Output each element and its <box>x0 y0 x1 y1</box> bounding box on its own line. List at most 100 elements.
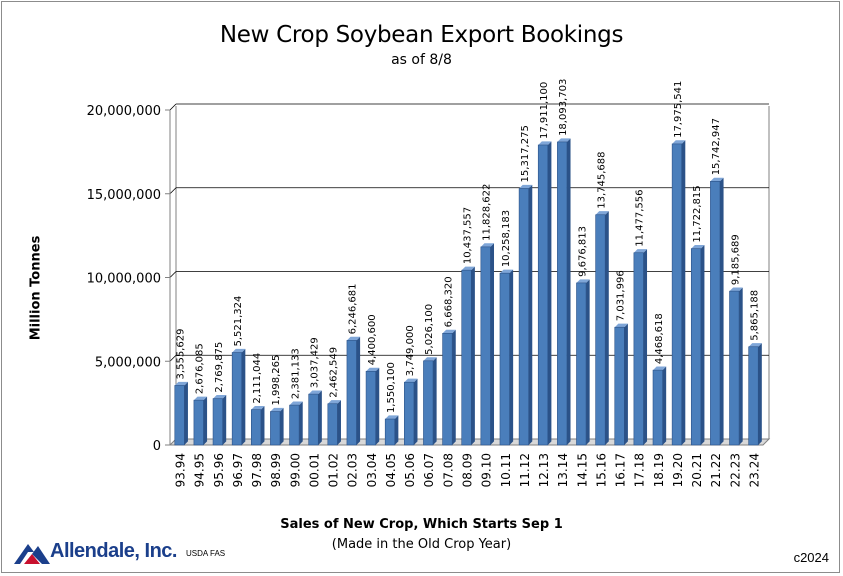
x-tick-label: 06.07 <box>422 453 436 487</box>
chart-subtitle: as of 8/8 <box>391 52 452 68</box>
copyright: c2024 <box>793 550 829 565</box>
x-tick-label: 07.08 <box>441 453 455 487</box>
x-tick-label: 08.09 <box>461 453 475 487</box>
bar <box>748 346 759 446</box>
x-tick-label: 96.97 <box>231 453 245 487</box>
bar-top <box>480 243 495 247</box>
bar <box>423 360 434 446</box>
bar-top <box>691 245 705 249</box>
data-label: 3,037,429 <box>309 337 320 388</box>
bar <box>270 411 281 446</box>
source-note: USDA FAS <box>186 549 226 558</box>
x-tick-label: 16.17 <box>614 453 628 487</box>
bar <box>671 143 683 446</box>
data-label: 7,031,996 <box>616 270 627 321</box>
bar-side <box>662 366 667 445</box>
data-label: 4,400,600 <box>367 314 378 365</box>
x-tick-label: 20.21 <box>690 453 704 487</box>
bar-side <box>203 396 208 445</box>
y-tick-label: 20,000,000 <box>87 104 161 119</box>
gridline-depth <box>169 354 177 362</box>
x-tick-label: 22.23 <box>728 453 742 487</box>
bar-side <box>566 138 571 445</box>
bar <box>327 403 338 446</box>
data-label: 15,317,275 <box>520 125 531 182</box>
bar-top <box>442 329 456 334</box>
bar-top <box>423 357 437 361</box>
data-label: 1,550,100 <box>386 362 397 413</box>
bar-side <box>279 407 284 445</box>
bar-top <box>729 287 743 292</box>
allendale-logo: Allendale, Inc. <box>12 538 182 570</box>
data-label: 10,437,557 <box>463 207 474 264</box>
bar-side <box>547 141 552 445</box>
bar-side <box>490 243 495 445</box>
bar <box>461 269 472 446</box>
x-tick-label: 95.96 <box>212 453 226 487</box>
x-tick-label: 19.20 <box>671 453 685 487</box>
data-label: 3,555,629 <box>176 329 187 380</box>
bar-top <box>499 269 514 274</box>
bar <box>557 141 568 446</box>
gridline-depth <box>169 271 177 278</box>
data-label: 9,676,813 <box>577 226 588 277</box>
bar <box>384 418 396 446</box>
x-tick-label: 17.18 <box>633 453 647 487</box>
logo-text: Allendale, Inc. <box>50 540 177 562</box>
data-label: 2,111,044 <box>252 353 263 404</box>
x-tick-label: 97.98 <box>250 453 264 487</box>
bar <box>690 248 702 446</box>
x-tick-label: 09.10 <box>480 453 494 487</box>
bar-side <box>586 279 590 445</box>
bar-top <box>633 249 648 253</box>
data-label: 3,749,000 <box>405 325 416 376</box>
bar <box>480 246 491 446</box>
bar-side <box>356 336 361 445</box>
bar-top <box>251 406 265 410</box>
data-label: 17,975,541 <box>673 81 684 138</box>
bar-top <box>595 211 609 215</box>
bar-top <box>614 323 628 328</box>
bar-side <box>471 266 475 445</box>
bar-top <box>366 367 380 372</box>
bar <box>652 369 663 446</box>
bar-side <box>681 140 686 445</box>
bar-top <box>404 378 418 383</box>
bar-side <box>433 357 437 445</box>
x-tick-label: 00.01 <box>307 453 321 487</box>
gridline-depth <box>169 187 177 195</box>
bar <box>308 393 319 446</box>
bar <box>729 290 740 446</box>
x-axis-sublabel: (Made in the Old Crop Year) <box>331 537 512 552</box>
bar-side <box>375 367 380 445</box>
bar-top <box>270 407 284 412</box>
data-label: 2,462,549 <box>329 347 340 398</box>
data-label: 13,745,688 <box>596 151 607 208</box>
bar <box>518 188 529 446</box>
bar <box>404 381 415 446</box>
bar-side <box>605 211 609 445</box>
bar-side <box>394 415 399 445</box>
x-tick-label: 05.06 <box>403 453 417 487</box>
bar-top <box>289 401 303 406</box>
x-tick-label: 13.14 <box>556 453 570 487</box>
bar-top <box>653 366 667 371</box>
x-axis-label: Sales of New Crop, Which Starts Sep 1 <box>280 517 563 532</box>
bar <box>537 144 549 446</box>
bar-top <box>232 348 246 353</box>
bar-top <box>327 400 341 404</box>
bar <box>633 252 644 446</box>
x-tick-label: 04.05 <box>384 453 398 487</box>
bar-side <box>299 401 303 445</box>
bar <box>442 333 453 446</box>
x-tick-label: 14.15 <box>575 453 589 487</box>
bar-side <box>452 329 456 445</box>
bar-side <box>184 381 188 445</box>
x-tick-label: 23.24 <box>747 453 761 487</box>
bar-top <box>538 141 552 145</box>
y-tick-label: 15,000,000 <box>87 188 161 203</box>
data-label: 4,468,618 <box>654 313 665 364</box>
bar-top <box>346 336 361 341</box>
gridline-depth <box>169 103 177 111</box>
bar <box>346 340 357 446</box>
